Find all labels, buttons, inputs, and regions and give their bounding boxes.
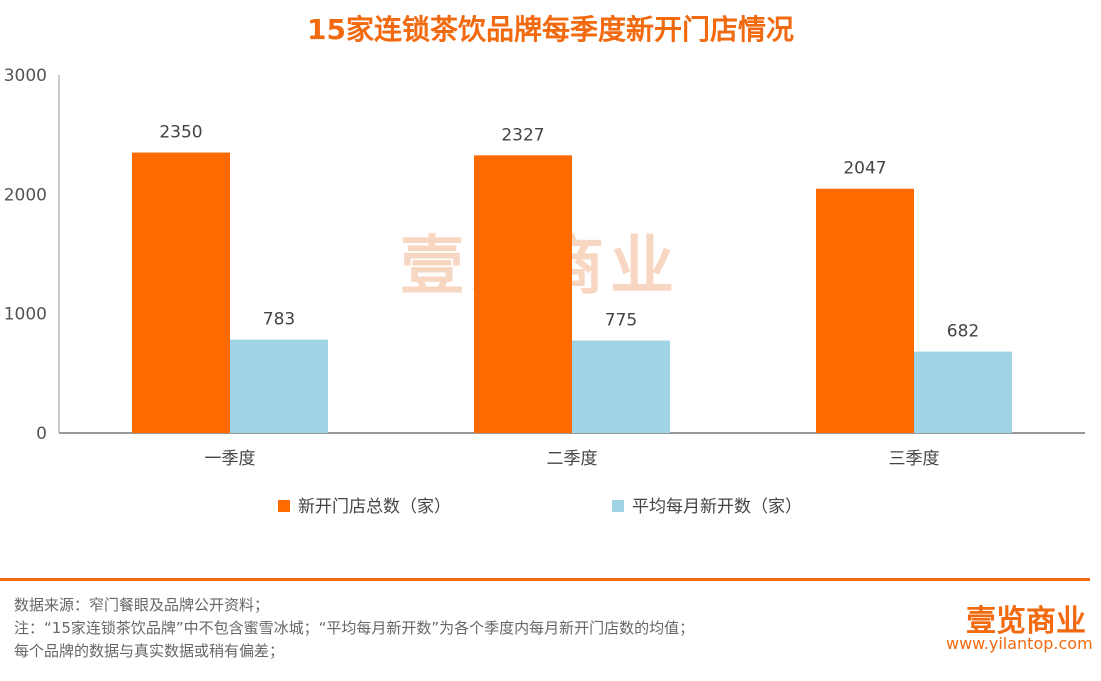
legend-label: 平均每月新开数（家）	[632, 497, 802, 517]
data-label: 2047	[843, 159, 886, 179]
bar-chart: 0 1000 2000 3000 一季度 2350 783 二季度 2327 775 三季度 2047…	[4, 66, 1085, 517]
bar-avg	[914, 351, 1012, 433]
data-label: 783	[263, 310, 295, 330]
bar-avg	[572, 340, 670, 433]
bar-avg	[230, 339, 328, 433]
data-label: 2350	[159, 123, 202, 143]
legend-label: 新开门店总数（家）	[298, 497, 451, 517]
chart-title: 15家连锁茶饮品牌每季度新开门店情况	[307, 13, 794, 46]
y-tick-label: 3000	[4, 66, 47, 86]
data-label: 775	[605, 311, 637, 331]
data-label: 2327	[501, 125, 544, 145]
bar-total	[816, 188, 914, 433]
footer-note: 注：“15家连锁茶饮品牌”中不包含蜜雪冰城；“平均每月新开数”为各个季度内每月新…	[14, 619, 695, 637]
x-tick-label: 三季度	[889, 449, 940, 469]
x-tick-label: 一季度	[205, 449, 256, 469]
x-tick-label: 二季度	[547, 449, 598, 469]
legend-swatch	[612, 500, 624, 512]
y-tick-label: 0	[36, 424, 47, 444]
brand-url[interactable]: www.yilantop.com	[946, 634, 1093, 653]
legend-swatch	[278, 500, 290, 512]
footer-disclaimer: 每个品牌的数据与真实数据或稍有偏差；	[14, 642, 285, 660]
y-tick-label: 2000	[4, 185, 47, 205]
y-tick-label: 1000	[4, 305, 47, 325]
brand-logo: 壹览商业	[966, 604, 1086, 639]
footer-source: 数据来源：窄门餐眼及品牌公开资料；	[14, 596, 270, 614]
footer-divider	[0, 578, 1090, 581]
bar-total	[132, 152, 230, 434]
bar-total	[474, 155, 572, 433]
data-label: 682	[947, 322, 979, 342]
